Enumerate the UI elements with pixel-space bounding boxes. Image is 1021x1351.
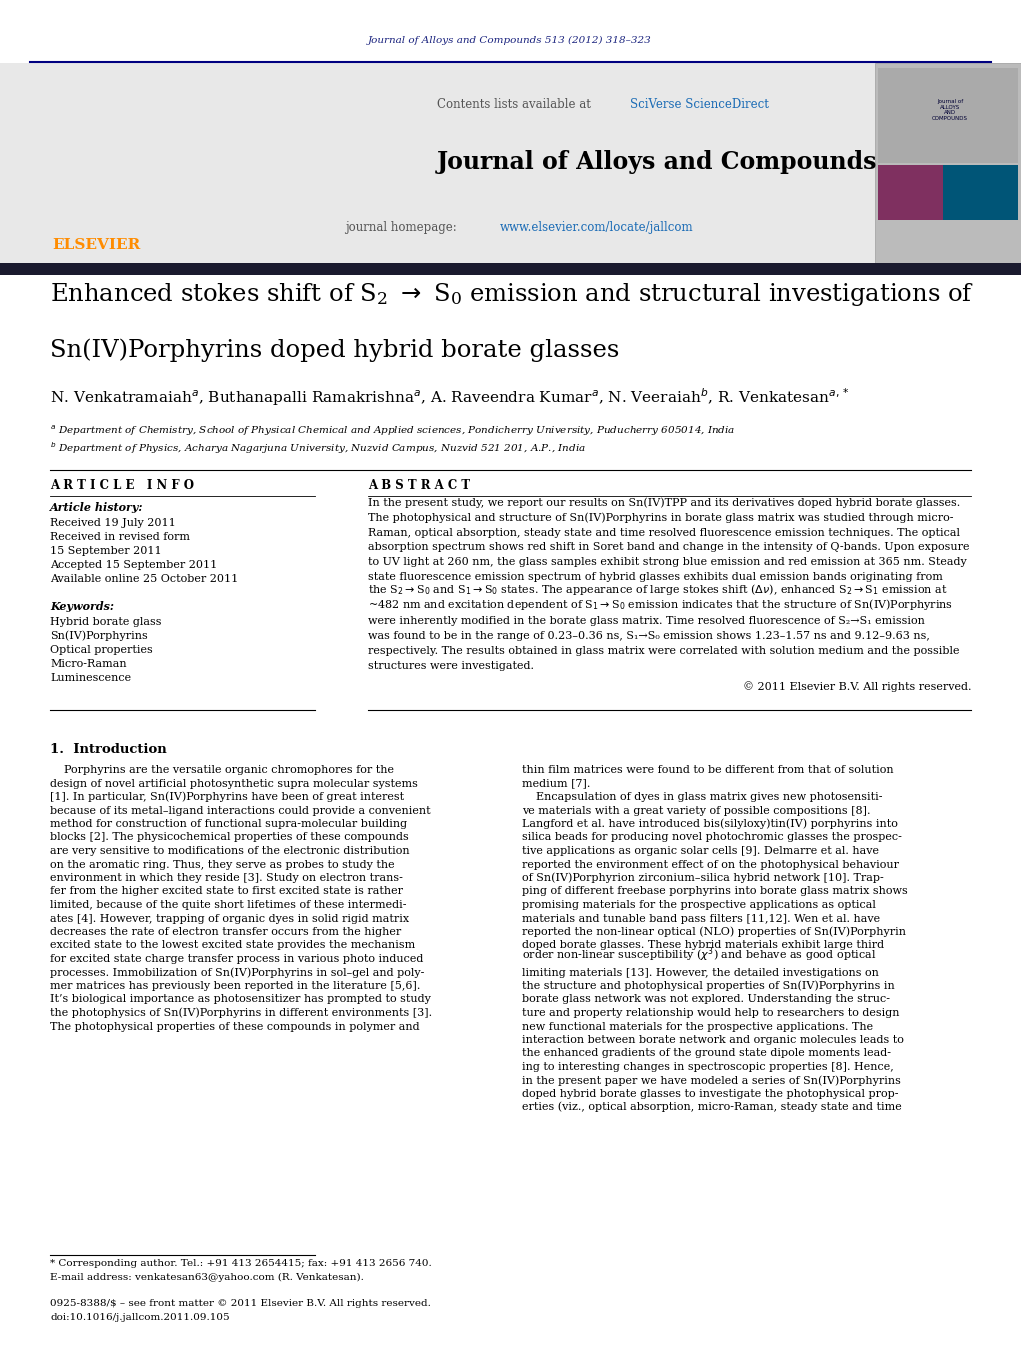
Text: 15 September 2011: 15 September 2011: [50, 546, 161, 557]
Text: the S$_2$$\rightarrow$S$_0$ and S$_1$$\rightarrow$S$_0$ states. The appearance o: the S$_2$$\rightarrow$S$_0$ and S$_1$$\r…: [368, 582, 947, 597]
Text: environment in which they reside [3]. Study on electron trans-: environment in which they reside [3]. St…: [50, 873, 403, 884]
Text: [1]. In particular, Sn(IV)Porphyrins have been of great interest: [1]. In particular, Sn(IV)Porphyrins hav…: [50, 792, 404, 802]
Text: Accepted 15 September 2011: Accepted 15 September 2011: [50, 561, 217, 570]
Text: materials and tunable band pass filters [11,12]. Wen et al. have: materials and tunable band pass filters …: [522, 913, 880, 924]
Text: Raman, optical absorption, steady state and time resolved fluorescence emission : Raman, optical absorption, steady state …: [368, 528, 960, 538]
Text: Article history:: Article history:: [50, 503, 144, 513]
Text: state fluorescence emission spectrum of hybrid glasses exhibits dual emission ba: state fluorescence emission spectrum of …: [368, 571, 942, 582]
Text: doped borate glasses. These hybrid materials exhibit large third: doped borate glasses. These hybrid mater…: [522, 940, 884, 951]
Text: design of novel artificial photosynthetic supra molecular systems: design of novel artificial photosyntheti…: [50, 778, 418, 789]
Text: Available online 25 October 2011: Available online 25 October 2011: [50, 574, 238, 584]
Text: Received 19 July 2011: Received 19 July 2011: [50, 517, 176, 528]
Text: interaction between borate network and organic molecules leads to: interaction between borate network and o…: [522, 1035, 904, 1046]
Text: on the aromatic ring. Thus, they serve as probes to study the: on the aromatic ring. Thus, they serve a…: [50, 859, 395, 870]
Text: ates [4]. However, trapping of organic dyes in solid rigid matrix: ates [4]. However, trapping of organic d…: [50, 913, 409, 924]
Text: processes. Immobilization of Sn(IV)Porphyrins in sol–gel and poly-: processes. Immobilization of Sn(IV)Porph…: [50, 967, 425, 978]
Text: Enhanced stokes shift of $\mathregular{S_2}$ $\rightarrow$ $\mathregular{S_0}$ e: Enhanced stokes shift of $\mathregular{S…: [50, 281, 974, 308]
Text: N. Venkatramaiah$^a$, Buthanapalli Ramakrishna$^a$, A. Raveendra Kumar$^a$, N. V: N. Venkatramaiah$^a$, Buthanapalli Ramak…: [50, 386, 849, 408]
Text: © 2011 Elsevier B.V. All rights reserved.: © 2011 Elsevier B.V. All rights reserved…: [742, 681, 971, 692]
Text: was found to be in the range of 0.23–0.36 ns, S₁→S₀ emission shows 1.23–1.57 ns : was found to be in the range of 0.23–0.3…: [368, 631, 930, 642]
Text: doi:10.1016/j.jallcom.2011.09.105: doi:10.1016/j.jallcom.2011.09.105: [50, 1313, 230, 1323]
Text: A R T I C L E   I N F O: A R T I C L E I N F O: [50, 480, 194, 492]
Text: ping of different freebase porphyrins into borate glass matrix shows: ping of different freebase porphyrins in…: [522, 886, 908, 897]
Text: the photophysics of Sn(IV)Porphyrins in different environments [3].: the photophysics of Sn(IV)Porphyrins in …: [50, 1008, 432, 1019]
Text: were inherently modified in the borate glass matrix. Time resolved fluorescence : were inherently modified in the borate g…: [368, 616, 925, 627]
Text: reported the non-linear optical (NLO) properties of Sn(IV)Porphyrin: reported the non-linear optical (NLO) pr…: [522, 927, 906, 938]
Text: new functional materials for the prospective applications. The: new functional materials for the prospec…: [522, 1021, 873, 1032]
Text: Keywords:: Keywords:: [50, 601, 114, 612]
Text: Hybrid borate glass: Hybrid borate glass: [50, 617, 161, 627]
Text: tive applications as organic solar cells [9]. Delmarre et al. have: tive applications as organic solar cells…: [522, 846, 879, 857]
Text: A B S T R A C T: A B S T R A C T: [368, 480, 470, 492]
Text: doped hybrid borate glasses to investigate the photophysical prop-: doped hybrid borate glasses to investiga…: [522, 1089, 898, 1098]
Text: silica beads for producing novel photochromic glasses the prospec-: silica beads for producing novel photoch…: [522, 832, 902, 843]
Text: excited state to the lowest excited state provides the mechanism: excited state to the lowest excited stat…: [50, 940, 416, 951]
Text: borate glass network was not explored. Understanding the struc-: borate glass network was not explored. U…: [522, 994, 890, 1005]
Text: ture and property relationship would help to researchers to design: ture and property relationship would hel…: [522, 1008, 900, 1019]
Text: Sn(IV)Porphyrins: Sn(IV)Porphyrins: [50, 631, 148, 640]
Text: Optical properties: Optical properties: [50, 644, 153, 655]
Text: the enhanced gradients of the ground state dipole moments lead-: the enhanced gradients of the ground sta…: [522, 1048, 891, 1058]
Text: Micro-Raman: Micro-Raman: [50, 659, 127, 669]
Text: to UV light at 260 nm, the glass samples exhibit strong blue emission and red em: to UV light at 260 nm, the glass samples…: [368, 557, 967, 567]
Text: Journal of
ALLOYS
AND
COMPOUNDS: Journal of ALLOYS AND COMPOUNDS: [932, 99, 968, 122]
Text: Journal of Alloys and Compounds: Journal of Alloys and Compounds: [437, 150, 877, 174]
Text: reported the environment effect of on the photophysical behaviour: reported the environment effect of on th…: [522, 859, 900, 870]
Text: mer matrices has previously been reported in the literature [5,6].: mer matrices has previously been reporte…: [50, 981, 421, 992]
Text: * Corresponding author. Tel.: +91 413 2654415; fax: +91 413 2656 740.: * Corresponding author. Tel.: +91 413 26…: [50, 1259, 432, 1269]
Text: thin film matrices were found to be different from that of solution: thin film matrices were found to be diff…: [522, 765, 893, 775]
Text: The photophysical properties of these compounds in polymer and: The photophysical properties of these co…: [50, 1021, 420, 1032]
Text: Received in revised form: Received in revised form: [50, 532, 190, 542]
Text: are very sensitive to modifications of the electronic distribution: are very sensitive to modifications of t…: [50, 846, 409, 857]
Text: Langford et al. have introduced bis(silyloxy)tin(IV) porphyrins into: Langford et al. have introduced bis(sily…: [522, 819, 897, 830]
Text: ELSEVIER: ELSEVIER: [52, 238, 140, 253]
Text: limiting materials [13]. However, the detailed investigations on: limiting materials [13]. However, the de…: [522, 967, 879, 978]
Text: Porphyrins are the versatile organic chromophores for the: Porphyrins are the versatile organic chr…: [50, 765, 394, 775]
Text: erties (viz., optical absorption, micro-Raman, steady state and time: erties (viz., optical absorption, micro-…: [522, 1102, 902, 1112]
Text: Luminescence: Luminescence: [50, 673, 131, 684]
Text: promising materials for the prospective applications as optical: promising materials for the prospective …: [522, 900, 876, 911]
Text: Contents lists available at: Contents lists available at: [437, 99, 594, 112]
Text: Journal of Alloys and Compounds 513 (2012) 318–323: Journal of Alloys and Compounds 513 (201…: [369, 35, 651, 45]
Text: structures were investigated.: structures were investigated.: [368, 661, 534, 671]
Text: Sn(IV)Porphyrins doped hybrid borate glasses: Sn(IV)Porphyrins doped hybrid borate gla…: [50, 339, 620, 362]
Text: ing to interesting changes in spectroscopic properties [8]. Hence,: ing to interesting changes in spectrosco…: [522, 1062, 893, 1071]
Text: order non-linear susceptibility ($\chi^3$) and behave as good optical: order non-linear susceptibility ($\chi^3…: [522, 946, 876, 965]
Text: method for construction of functional supra-molecular building: method for construction of functional su…: [50, 819, 407, 830]
Text: It’s biological importance as photosensitizer has prompted to study: It’s biological importance as photosensi…: [50, 994, 431, 1005]
Text: ~482 nm and excitation dependent of S$_1$$\rightarrow$S$_0$ emission indicates t: ~482 nm and excitation dependent of S$_1…: [368, 597, 953, 612]
Text: fer from the higher excited state to first excited state is rather: fer from the higher excited state to fir…: [50, 886, 403, 897]
Text: $^b$ Department of Physics, Acharya Nagarjuna University, Nuzvid Campus, Nuzvid : $^b$ Department of Physics, Acharya Naga…: [50, 440, 586, 457]
Text: The photophysical and structure of Sn(IV)Porphyrins in borate glass matrix was s: The photophysical and structure of Sn(IV…: [368, 512, 954, 523]
Text: decreases the rate of electron transfer occurs from the higher: decreases the rate of electron transfer …: [50, 927, 401, 938]
Text: www.elsevier.com/locate/jallcom: www.elsevier.com/locate/jallcom: [500, 222, 693, 235]
Text: of Sn(IV)Porphyrion zirconium–silica hybrid network [10]. Trap-: of Sn(IV)Porphyrion zirconium–silica hyb…: [522, 873, 884, 884]
Text: in the present paper we have modeled a series of Sn(IV)Porphyrins: in the present paper we have modeled a s…: [522, 1075, 901, 1085]
Text: Encapsulation of dyes in glass matrix gives new photosensiti-: Encapsulation of dyes in glass matrix gi…: [522, 792, 882, 802]
Text: 0925-8388/$ – see front matter © 2011 Elsevier B.V. All rights reserved.: 0925-8388/$ – see front matter © 2011 El…: [50, 1300, 431, 1308]
Text: respectively. The results obtained in glass matrix were correlated with solution: respectively. The results obtained in gl…: [368, 646, 960, 657]
Text: E-mail address: venkatesan63@yahoo.com (R. Venkatesan).: E-mail address: venkatesan63@yahoo.com (…: [50, 1273, 363, 1282]
Text: limited, because of the quite short lifetimes of these intermedi-: limited, because of the quite short life…: [50, 900, 406, 911]
Text: medium [7].: medium [7].: [522, 778, 590, 789]
Text: SciVerse ScienceDirect: SciVerse ScienceDirect: [630, 99, 769, 112]
Text: absorption spectrum shows red shift in Soret band and change in the intensity of: absorption spectrum shows red shift in S…: [368, 542, 970, 553]
Text: ve materials with a great variety of possible compositions [8].: ve materials with a great variety of pos…: [522, 805, 871, 816]
Text: the structure and photophysical properties of Sn(IV)Porphyrins in: the structure and photophysical properti…: [522, 981, 894, 992]
Text: blocks [2]. The physicochemical properties of these compounds: blocks [2]. The physicochemical properti…: [50, 832, 408, 843]
Text: for excited state charge transfer process in various photo induced: for excited state charge transfer proces…: [50, 954, 424, 965]
Text: 1.  Introduction: 1. Introduction: [50, 743, 166, 757]
Text: $^a$ Department of Chemistry, School of Physical Chemical and Applied sciences, : $^a$ Department of Chemistry, School of …: [50, 424, 735, 438]
Text: because of its metal–ligand interactions could provide a convenient: because of its metal–ligand interactions…: [50, 805, 431, 816]
Text: In the present study, we report our results on Sn(IV)TPP and its derivatives dop: In the present study, we report our resu…: [368, 497, 960, 508]
Text: journal homepage:: journal homepage:: [345, 222, 456, 235]
